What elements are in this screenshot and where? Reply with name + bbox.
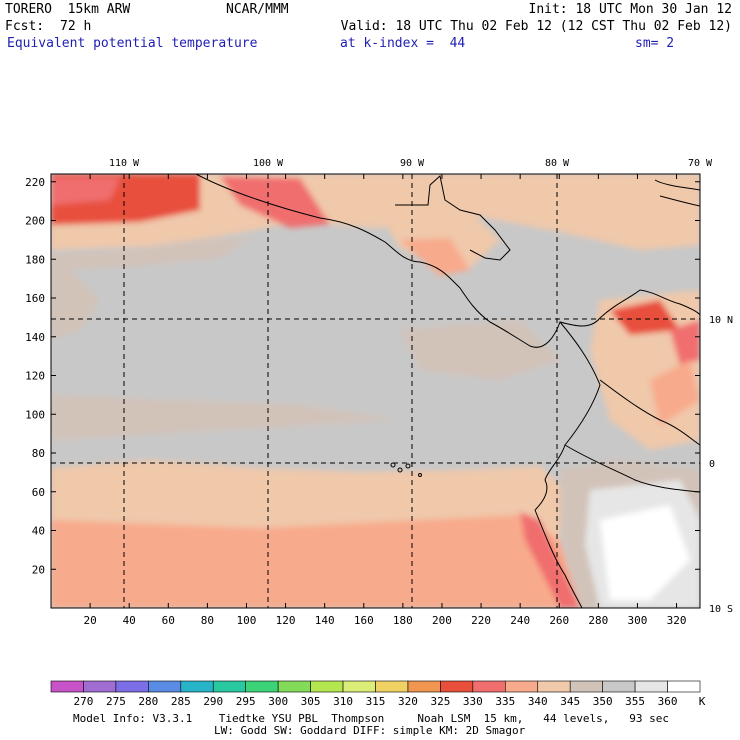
x-tick-label: 280 [588, 614, 608, 627]
colorbar-swatch [212, 680, 247, 693]
y-tick-label: 40 [32, 525, 45, 538]
field-name: Equivalent potential temperature [7, 36, 258, 51]
x-tick-label: 300 [628, 614, 648, 627]
y-tick-label: 200 [25, 215, 45, 228]
colorbar-label: 310 [333, 695, 353, 708]
x-tick-label: 180 [393, 614, 413, 627]
forecast-label: Fcst: [5, 19, 45, 34]
colorbar-label: 360 [658, 695, 678, 708]
x-tick-label: 320 [667, 614, 687, 627]
y-axis: 20 40 60 80 100 120 140 160 180 200 220 [25, 176, 700, 576]
colorbar-swatch [115, 680, 149, 693]
x-tick-label: 80 [201, 614, 214, 627]
longitude-label: 100 W [253, 158, 284, 169]
colorbar-swatch [407, 680, 441, 693]
x-tick-label: 220 [471, 614, 491, 627]
colorbar-label: 330 [463, 695, 483, 708]
y-tick-label: 80 [32, 447, 45, 460]
colorbar-swatch [634, 680, 668, 693]
colorbar-label: 285 [171, 695, 191, 708]
colorbar-swatch [245, 680, 279, 693]
y-tick-label: 60 [32, 486, 45, 499]
colorbar-swatch [440, 680, 474, 693]
colorbar-swatch [148, 680, 182, 693]
colorbar-label: 275 [106, 695, 126, 708]
colorbar: 270 275 280 285 290 295 300 305 310 315 320 325 330 3… [50, 680, 706, 708]
colorbar-label: 305 [301, 695, 321, 708]
longitude-label: 90 W [400, 158, 425, 169]
colorbar-swatch [375, 680, 409, 693]
level-label: at k-index = 44 [340, 36, 466, 51]
colorbar-label: 300 [268, 695, 288, 708]
colorbar-swatch [667, 680, 701, 693]
y-tick-label: 100 [25, 408, 45, 421]
longitude-label: 110 W [109, 158, 140, 169]
x-tick-label: 100 [237, 614, 257, 627]
longitude-label: 80 W [545, 158, 570, 169]
colorbar-swatch [504, 680, 539, 693]
colorbar-label: 315 [366, 695, 386, 708]
colorbar-swatch [569, 680, 603, 693]
colorbar-label: 345 [560, 695, 580, 708]
colorbar-swatch [602, 680, 636, 693]
model-physics: LW: Godd SW: Goddard DIFF: simple KM: 2D… [214, 724, 526, 737]
colorbar-label: 325 [430, 695, 450, 708]
colorbar-label: 335 [495, 695, 515, 708]
colorbar-label: 320 [398, 695, 418, 708]
valid-time: Valid: 18 UTC Thu 02 Feb 12 (12 CST Thu … [340, 19, 732, 34]
x-tick-label: 60 [162, 614, 175, 627]
colorbar-label: 270 [74, 695, 94, 708]
colorbar-swatch [83, 680, 117, 693]
colorbar-swatch [277, 680, 311, 693]
colorbar-swatch [180, 680, 214, 693]
org-label: NCAR/MMM [226, 2, 289, 17]
longitude-label: 70 W [688, 158, 713, 169]
x-tick-label: 160 [354, 614, 374, 627]
graticule [51, 174, 700, 608]
colorbar-label: 290 [203, 695, 223, 708]
y-tick-label: 140 [25, 331, 45, 344]
y-tick-label: 120 [25, 370, 45, 383]
model-info: Model Info: V3.3.1 Tiedtke YSU PBL Thomp… [73, 712, 670, 725]
colorbar-swatch [310, 680, 344, 693]
x-tick-label: 260 [549, 614, 569, 627]
y-tick-label: 180 [25, 253, 45, 266]
latitude-label: 0 [709, 459, 715, 470]
x-tick-label: 20 [83, 614, 96, 627]
x-tick-label: 40 [123, 614, 136, 627]
plot-frame [50, 173, 701, 609]
x-tick-label: 120 [276, 614, 296, 627]
latitude-label: 10 S [709, 604, 733, 615]
y-tick-label: 20 [32, 563, 45, 576]
longitude-labels: 110 W 100 W 90 W 80 W 70 W [109, 158, 713, 169]
colorbar-label: 280 [138, 695, 158, 708]
init-time: Init: 18 UTC Mon 30 Jan 12 [528, 2, 733, 17]
forecast-hours: 72 h [60, 19, 92, 34]
colorbar-label: 340 [528, 695, 548, 708]
latitude-label: 10 N [709, 315, 733, 326]
theta-e-field [51, 174, 700, 608]
x-tick-label: 140 [315, 614, 335, 627]
smoothing-label: sm= 2 [635, 36, 675, 51]
colorbar-swatch [50, 680, 84, 693]
colorbar-unit: K [699, 695, 706, 708]
colorbar-swatch [537, 680, 571, 693]
x-tick-label: 200 [432, 614, 452, 627]
colorbar-label: 355 [625, 695, 645, 708]
colorbar-swatch [472, 680, 506, 693]
y-tick-label: 220 [25, 176, 45, 189]
colorbar-swatch [342, 680, 376, 693]
colorbar-label: 350 [593, 695, 613, 708]
x-axis: 20 40 60 80 100 120 140 160 180 200 220 240 260 280 30… [83, 174, 686, 627]
y-tick-label: 160 [25, 292, 45, 305]
x-tick-label: 240 [510, 614, 530, 627]
model-title: TORERO 15km ARW [5, 2, 131, 17]
colorbar-label: 295 [236, 695, 256, 708]
latitude-labels: 10 N 0 10 S [709, 315, 733, 615]
